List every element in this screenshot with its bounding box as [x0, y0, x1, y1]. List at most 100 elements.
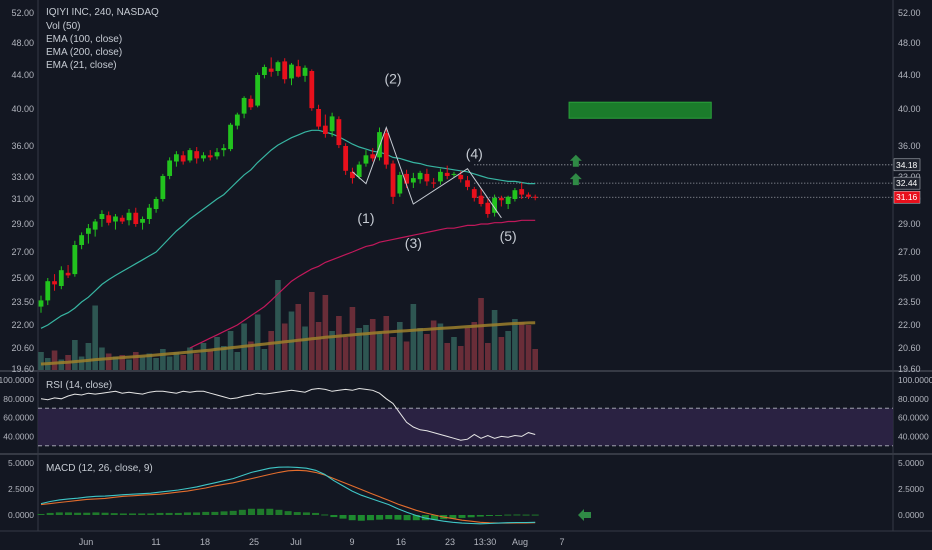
candle-body — [262, 67, 267, 75]
candle-body — [526, 194, 531, 197]
price-label-box — [893, 176, 921, 190]
candle-body — [146, 207, 152, 219]
candle-body — [187, 150, 193, 161]
candle-body — [248, 98, 254, 108]
y-tick-label-left: 20.60 — [11, 343, 34, 353]
volume-bar — [275, 280, 281, 370]
indicator-vol[interactable]: Vol (50) — [46, 21, 81, 32]
x-tick-label: 11 — [151, 537, 160, 547]
candle-body — [119, 217, 125, 222]
volume-bar — [329, 331, 335, 370]
macd-histogram-bar — [495, 515, 503, 516]
candle-body — [397, 174, 403, 194]
macd-histogram-bar — [211, 511, 219, 515]
y-tick-label-right: 40.00 — [898, 104, 921, 114]
rsi-tick-right: 60.0000 — [898, 413, 929, 423]
volume-bar — [180, 355, 186, 370]
candle-body — [79, 235, 85, 245]
symbol-title: IQIYI INC, 240, NASDAQ — [46, 7, 159, 18]
x-tick-label: 13:30 — [474, 537, 497, 547]
macd-histogram-bar — [348, 515, 356, 521]
candle-body — [485, 202, 491, 214]
macd-label[interactable]: MACD (12, 26, close, 9) — [46, 463, 153, 474]
macd-histogram-bar — [174, 512, 182, 515]
y-tick-label-left: 19.60 — [11, 364, 34, 374]
rsi-label[interactable]: RSI (14, close) — [46, 380, 113, 391]
indicator-ema100[interactable]: EMA (100, close) — [46, 34, 123, 45]
rsi-tick-left: 100.0000 — [0, 375, 34, 385]
indicator-ema200[interactable]: EMA (200, close) — [46, 47, 123, 58]
macd-histogram-bar — [229, 510, 237, 515]
candle-body — [92, 221, 98, 230]
y-tick-label-right: 23.50 — [898, 297, 921, 307]
volume-bar — [187, 347, 193, 370]
ema21-line — [40, 129, 536, 329]
x-tick-label: Jul — [290, 537, 302, 547]
macd-histogram-bar — [449, 515, 457, 519]
candle-body — [275, 62, 281, 71]
volume-bar — [491, 310, 498, 370]
candle-body — [370, 154, 376, 159]
volume-bar — [92, 305, 98, 370]
x-tick-label: 25 — [249, 537, 259, 547]
macd-histogram-bar — [238, 509, 246, 515]
macd-tick-left: 2.5000 — [8, 484, 34, 494]
price-label: 31.16 — [896, 192, 918, 202]
macd-histogram-bar — [202, 511, 210, 515]
volume-bar — [302, 326, 308, 370]
rsi-tick-right: 100.0000 — [898, 375, 932, 385]
macd-histogram-bar — [275, 509, 283, 515]
candle-body — [126, 212, 132, 221]
macd-histogram-bar — [46, 512, 54, 515]
macd-histogram-bar — [293, 512, 301, 515]
x-tick-label: 9 — [349, 537, 354, 547]
candle-body — [207, 155, 213, 158]
rsi-tick-left: 80.0000 — [3, 394, 34, 404]
elliott-wave-path — [352, 126, 502, 219]
volume-bar — [193, 353, 200, 370]
macd-histogram-bar — [467, 515, 475, 518]
macd-histogram-bar — [476, 515, 484, 517]
volume-bar — [227, 331, 234, 370]
candle-body — [153, 199, 159, 209]
volume-bar — [342, 337, 349, 370]
volume-bar — [383, 316, 390, 370]
indicator-ema21[interactable]: EMA (21, close) — [46, 60, 117, 71]
y-tick-label-left: 40.00 — [11, 104, 34, 114]
volume-bar — [424, 334, 430, 370]
candle-body — [52, 281, 57, 285]
price-label: 32.44 — [896, 178, 918, 188]
volume-bar — [444, 343, 450, 370]
candle-body — [160, 175, 166, 199]
x-tick-label: Aug — [512, 537, 528, 547]
volume-bar — [126, 359, 132, 370]
volume-bar — [268, 331, 274, 370]
candle-body — [431, 182, 437, 184]
y-tick-label-left: 52.00 — [11, 8, 34, 18]
volume-bar — [214, 337, 220, 370]
macd-histogram-bar — [110, 513, 118, 515]
wave-label: (3) — [405, 235, 422, 251]
candle-body — [478, 195, 484, 204]
macd-histogram-bar — [266, 508, 274, 515]
candle-body — [532, 196, 538, 198]
macd-histogram-bar — [385, 515, 393, 520]
volume-bar — [369, 319, 376, 370]
candle-body — [167, 160, 173, 176]
volume-bar — [173, 352, 180, 370]
volume-bar — [315, 322, 322, 370]
volume-bar — [390, 337, 396, 370]
volume-bar — [417, 328, 423, 370]
macd-tick-left: 5.0000 — [8, 458, 34, 468]
candle-body — [214, 152, 220, 157]
candle-body — [228, 124, 233, 150]
volume-bar — [38, 352, 44, 370]
candle-body — [309, 71, 315, 109]
volume-bar — [397, 322, 403, 370]
volume-bar — [518, 322, 525, 370]
candle-body — [58, 270, 64, 286]
y-tick-label-left: 44.00 — [11, 70, 34, 80]
rsi-line — [40, 387, 536, 441]
